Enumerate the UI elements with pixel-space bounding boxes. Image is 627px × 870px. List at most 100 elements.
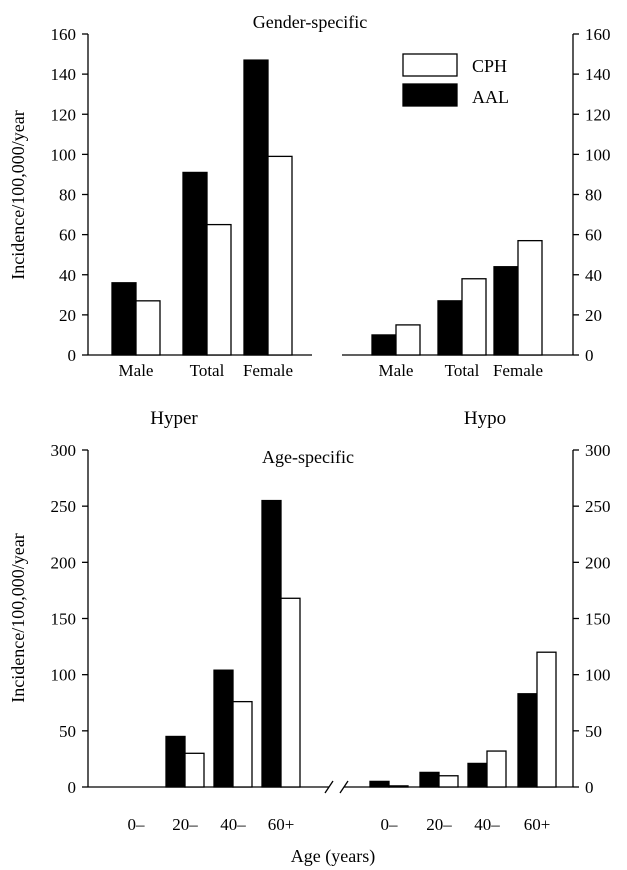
hypo-panel-label: Hypo [464, 408, 506, 429]
gender-left-category-label: Male [119, 361, 154, 380]
gender-hyper-category-labels: Male Total Female [119, 361, 293, 380]
gender-left-category-label: Female [243, 361, 293, 380]
age-left-category-label: 60+ [268, 815, 295, 834]
gender-left-category-label: Total [190, 361, 225, 380]
legend: CPH AAL [402, 53, 509, 107]
age-x-axis-title: Age (years) [291, 846, 375, 867]
gender-right-y-tick-label: 140 [585, 65, 611, 84]
gender-left-y-tick-label: 80 [59, 186, 76, 205]
gender-left-y-tick-label: 0 [68, 346, 77, 365]
age-right-y-tick-label: 250 [585, 497, 611, 516]
gender-right-y-tick-label: 80 [585, 186, 602, 205]
gender-left-bar-cph [135, 300, 161, 356]
age-right-bar-cph [388, 785, 409, 788]
age-left-bar-cph [232, 700, 253, 788]
age-left-y-tick-label: 250 [51, 497, 77, 516]
age-chart-title: Age-specific [262, 447, 354, 467]
legend-label-aal: AAL [472, 87, 509, 107]
gender-hyper-bars [111, 59, 293, 356]
gender-left-y-tick-label: 60 [59, 226, 76, 245]
age-right-category-label: 40– [474, 815, 500, 834]
gender-left-y-tick-label: 140 [51, 65, 77, 84]
gender-hypo-bars [371, 239, 543, 356]
age-right-y-ticks: 0 50 100 150 200 250 300 [573, 441, 611, 797]
age-left-y-tick-label: 0 [68, 778, 77, 797]
age-right-category-label: 20– [426, 815, 452, 834]
age-left-category-label: 0– [128, 815, 146, 834]
gender-right-bar-cph [461, 278, 487, 356]
gender-right-y-tick-label: 100 [585, 145, 611, 164]
age-left-bar-aal [213, 669, 234, 788]
age-left-y-tick-label: 50 [59, 722, 76, 741]
gender-right-category-label: Male [379, 361, 414, 380]
gender-hypo-category-labels: Male Total Female [379, 361, 543, 380]
age-right-bar-cph [438, 775, 459, 788]
age-right-bar-cph [536, 651, 557, 788]
age-right-bar-cph [486, 750, 507, 788]
age-left-y-tick-label: 200 [51, 553, 77, 572]
age-left-category-label: 40– [220, 815, 246, 834]
gender-left-y-tick-label: 120 [51, 105, 77, 124]
gender-left-y-ticks: 0 20 40 60 80 100 120 140 160 [51, 25, 88, 365]
gender-right-y-tick-label: 120 [585, 105, 611, 124]
axis-break-mark-right [339, 780, 349, 794]
gender-left-bar-aal [243, 59, 269, 356]
gender-left-y-tick-label: 100 [51, 145, 77, 164]
gender-right-bar-aal [437, 300, 463, 356]
hyper-panel-label: Hyper [150, 408, 198, 429]
gender-left-y-tick-label: 40 [59, 266, 76, 285]
gender-panel: Gender-specific Incidence/100,000/year 0… [8, 12, 611, 380]
gender-left-bar-aal [182, 171, 208, 356]
age-left-bar-aal [261, 499, 282, 788]
gender-left-bar-aal [111, 282, 137, 356]
age-left-y-tick-label: 300 [51, 441, 77, 460]
age-hypo-bars [369, 651, 557, 788]
gender-right-y-tick-label: 60 [585, 226, 602, 245]
age-left-bar-cph [184, 752, 205, 788]
gender-right-y-tick-label: 40 [585, 266, 602, 285]
gender-left-y-tick-label: 160 [51, 25, 77, 44]
age-left-category-label: 20– [172, 815, 198, 834]
age-hyper-bars [165, 499, 301, 788]
gender-right-category-label: Total [445, 361, 480, 380]
age-right-y-tick-label: 200 [585, 553, 611, 572]
age-left-y-tick-label: 150 [51, 610, 77, 629]
age-left-bar-cph [280, 597, 301, 788]
gender-left-y-tick-label: 20 [59, 306, 76, 325]
legend-label-cph: CPH [472, 56, 507, 76]
age-right-y-tick-label: 0 [585, 778, 594, 797]
age-right-bar-aal [369, 780, 390, 788]
gender-right-bar-cph [517, 239, 543, 356]
age-right-category-label: 0– [381, 815, 399, 834]
gender-right-y-ticks: 0 20 40 60 80 100 120 140 160 [573, 25, 611, 365]
age-right-y-tick-label: 300 [585, 441, 611, 460]
gender-left-bar-cph [206, 223, 232, 356]
gender-right-bar-aal [493, 266, 519, 356]
age-left-bar-aal [165, 735, 186, 788]
age-right-bar-aal [517, 693, 538, 788]
age-right-y-tick-label: 150 [585, 610, 611, 629]
gender-right-y-tick-label: 0 [585, 346, 594, 365]
legend-swatch-aal [402, 83, 458, 107]
age-panel: Age-specific Incidence/100,000/year 0 50 1… [8, 441, 611, 867]
age-right-y-tick-label: 50 [585, 722, 602, 741]
age-hyper-category-labels: 0– 20– 40– 60+ [128, 815, 295, 834]
age-y-axis-title: Incidence/100,000/year [8, 533, 28, 702]
age-right-y-tick-label: 100 [585, 666, 611, 685]
axis-break-mark-left [324, 780, 334, 794]
age-left-y-tick-label: 100 [51, 666, 77, 685]
gender-y-axis-title: Incidence/100,000/year [8, 110, 28, 279]
gender-right-y-tick-label: 20 [585, 306, 602, 325]
gender-chart-title: Gender-specific [253, 12, 368, 32]
age-hypo-category-labels: 0– 20– 40– 60+ [381, 815, 551, 834]
age-right-category-label: 60+ [524, 815, 551, 834]
gender-right-y-tick-label: 160 [585, 25, 611, 44]
age-right-bar-aal [419, 771, 440, 788]
gender-right-bar-cph [395, 324, 421, 356]
gender-right-bar-aal [371, 334, 397, 356]
gender-right-category-label: Female [493, 361, 543, 380]
age-left-y-ticks: 0 50 100 150 200 250 300 [51, 441, 88, 797]
legend-swatch-cph [402, 53, 458, 77]
gender-left-bar-cph [267, 155, 293, 356]
